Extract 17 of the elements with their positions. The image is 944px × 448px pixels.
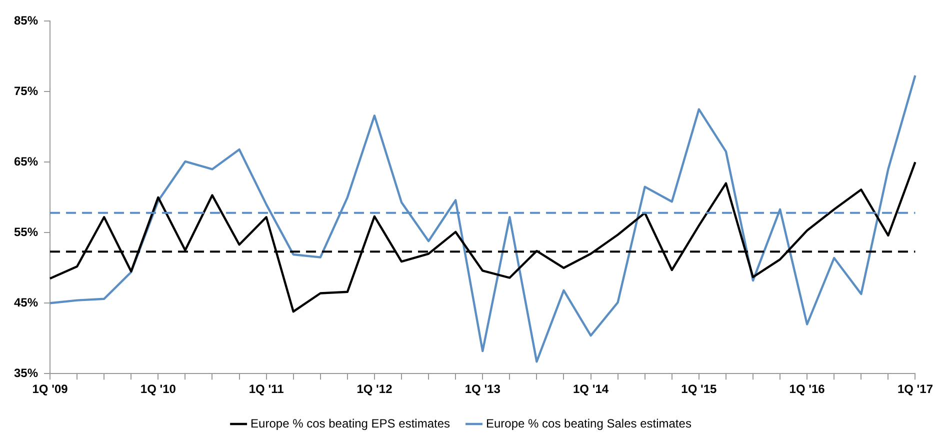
x-tick-label: 1Q '12 xyxy=(356,382,393,396)
legend-label: Europe % cos beating EPS estimates xyxy=(250,416,450,430)
x-tick-label: 1Q '09 xyxy=(32,382,68,396)
legend-label: Europe % cos beating Sales estimates xyxy=(486,416,692,430)
x-tick-label: 1Q '13 xyxy=(464,382,501,396)
y-tick-label: 75% xyxy=(14,84,38,98)
x-tick-label: 1Q '11 xyxy=(248,382,284,396)
y-tick-label: 65% xyxy=(14,154,38,168)
y-tick-label: 35% xyxy=(14,366,38,380)
x-tick-label: 1Q '15 xyxy=(681,382,718,396)
y-tick-label: 55% xyxy=(14,224,38,239)
y-tick-label: 85% xyxy=(14,14,38,28)
y-tick-label: 45% xyxy=(14,295,38,310)
x-tick-label: 1Q '10 xyxy=(140,382,176,396)
x-tick-label: 1Q '17 xyxy=(897,382,934,396)
x-tick-label: 1Q '16 xyxy=(789,382,826,396)
x-tick-label: 1Q '14 xyxy=(573,382,609,396)
